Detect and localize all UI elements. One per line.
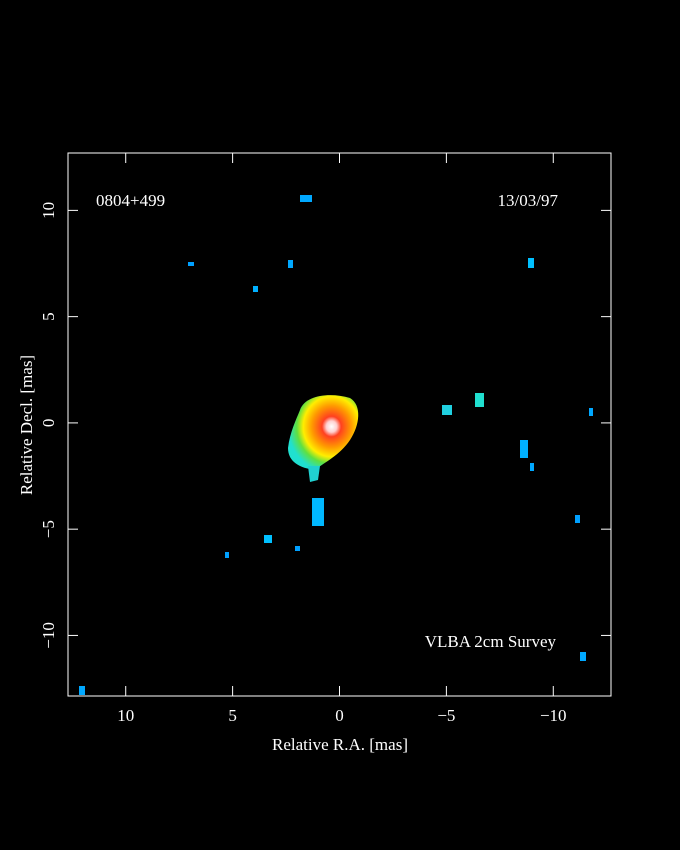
x-axis-label: Relative R.A. [mas]: [272, 735, 408, 754]
emission: [79, 195, 593, 695]
epoch-date: 13/03/97: [498, 191, 559, 210]
survey-label: VLBA 2cm Survey: [425, 632, 557, 651]
y-tick-label: −5: [39, 520, 58, 538]
y-axis-label: Relative Decl. [mas]: [17, 355, 36, 495]
x-tick-label: −5: [437, 706, 455, 725]
y-tick-label: −10: [39, 622, 58, 649]
y-tick-label: 5: [39, 312, 58, 321]
x-tick-label: −10: [540, 706, 567, 725]
y-tick-label: 10: [39, 202, 58, 219]
source-name: 0804+499: [96, 191, 165, 210]
y-tick-label: 0: [39, 419, 58, 428]
x-tick-label: 10: [117, 706, 134, 725]
x-tick-label: 0: [335, 706, 344, 725]
x-tick-label: 5: [228, 706, 237, 725]
